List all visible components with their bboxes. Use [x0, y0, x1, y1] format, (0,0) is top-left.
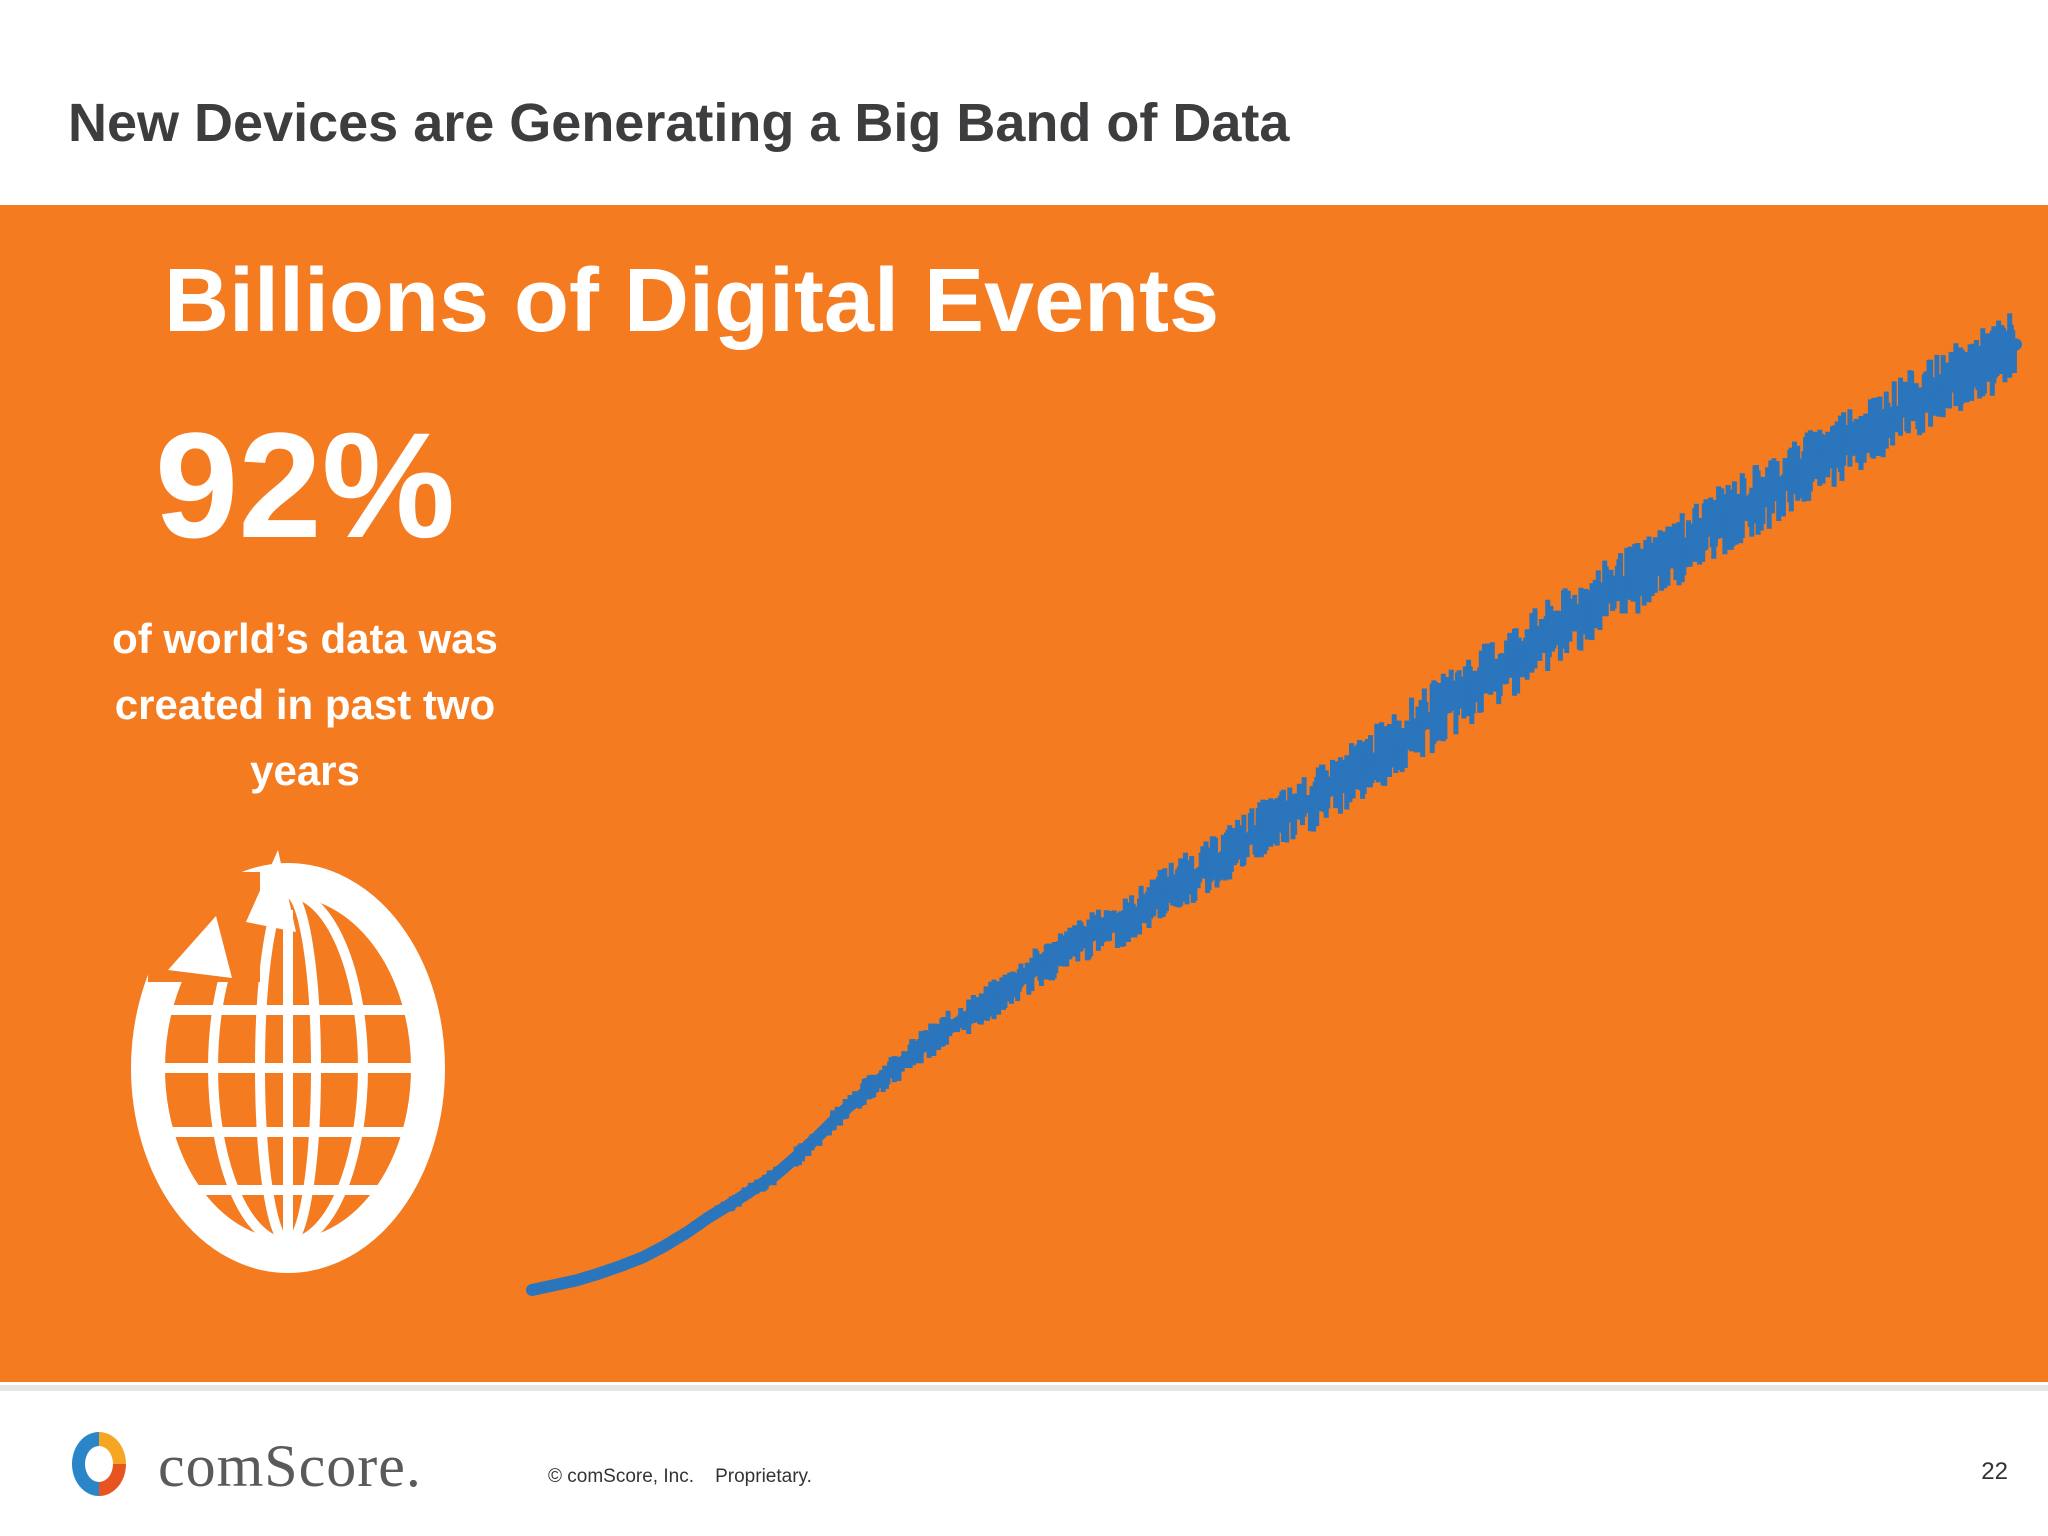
globe-with-arrows-icon: [131, 850, 445, 1273]
big-stat-value: 92%: [154, 401, 456, 569]
comscore-logo-icon: [72, 1432, 126, 1496]
hero-heading: Billions of Digital Events: [164, 251, 1220, 351]
brand-wordmark: comScore.: [158, 1433, 422, 1499]
copyright-text: © comScore, Inc. Proprietary.: [548, 1466, 812, 1487]
stat-caption-line: years: [250, 747, 360, 794]
stat-caption-line: created in past two: [114, 681, 496, 728]
stat-caption: of world’s data was created in past two …: [60, 606, 550, 804]
stat-caption-line: of world’s data was: [112, 615, 498, 662]
footer-divider: [0, 1385, 2048, 1391]
slide-title: New Devices are Generating a Big Band of…: [68, 93, 1290, 153]
page-number: 22: [1981, 1458, 2008, 1485]
